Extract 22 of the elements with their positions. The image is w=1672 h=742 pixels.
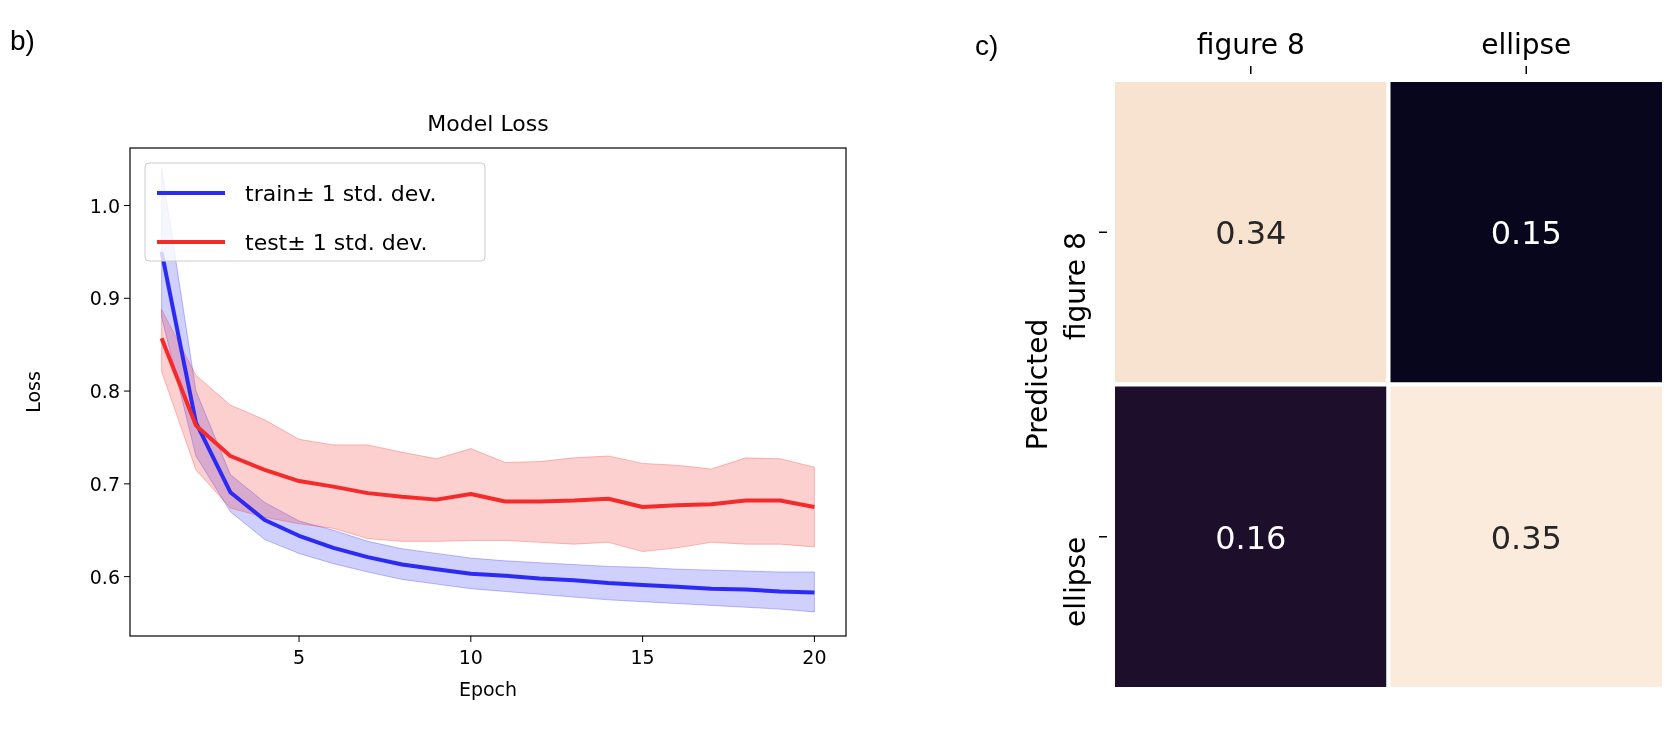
line-series: [159, 336, 817, 510]
legend-label: train± 1 std. dev.: [245, 181, 437, 206]
legend-label: test± 1 std. dev.: [245, 230, 428, 255]
x-tick-label: 5: [292, 646, 306, 668]
data-label: 0.34: [1215, 214, 1287, 253]
data-label: 0.16: [1215, 518, 1287, 557]
data-label: 0.35: [1490, 518, 1562, 557]
x-tick-label: 15: [630, 646, 655, 668]
y-tick-label: 0.9: [89, 287, 120, 310]
y-tick-label: 0.8: [89, 380, 120, 403]
y-axis-title: Loss: [22, 371, 44, 413]
text: c): [975, 30, 999, 61]
x-axis-title: Epoch: [458, 678, 518, 700]
chart-title: Model Loss: [427, 111, 549, 136]
y-tick-label: 0.6: [89, 565, 120, 588]
y-tick-label: 0.7: [89, 472, 120, 495]
x-tick-label: 10: [458, 646, 483, 668]
y-tick-label: 1.0: [89, 194, 120, 217]
data-label: 0.15: [1490, 214, 1562, 253]
y-axis-title: Predicted: [1021, 318, 1054, 451]
text: b): [10, 25, 35, 56]
x-tick-label: 20: [802, 646, 827, 668]
